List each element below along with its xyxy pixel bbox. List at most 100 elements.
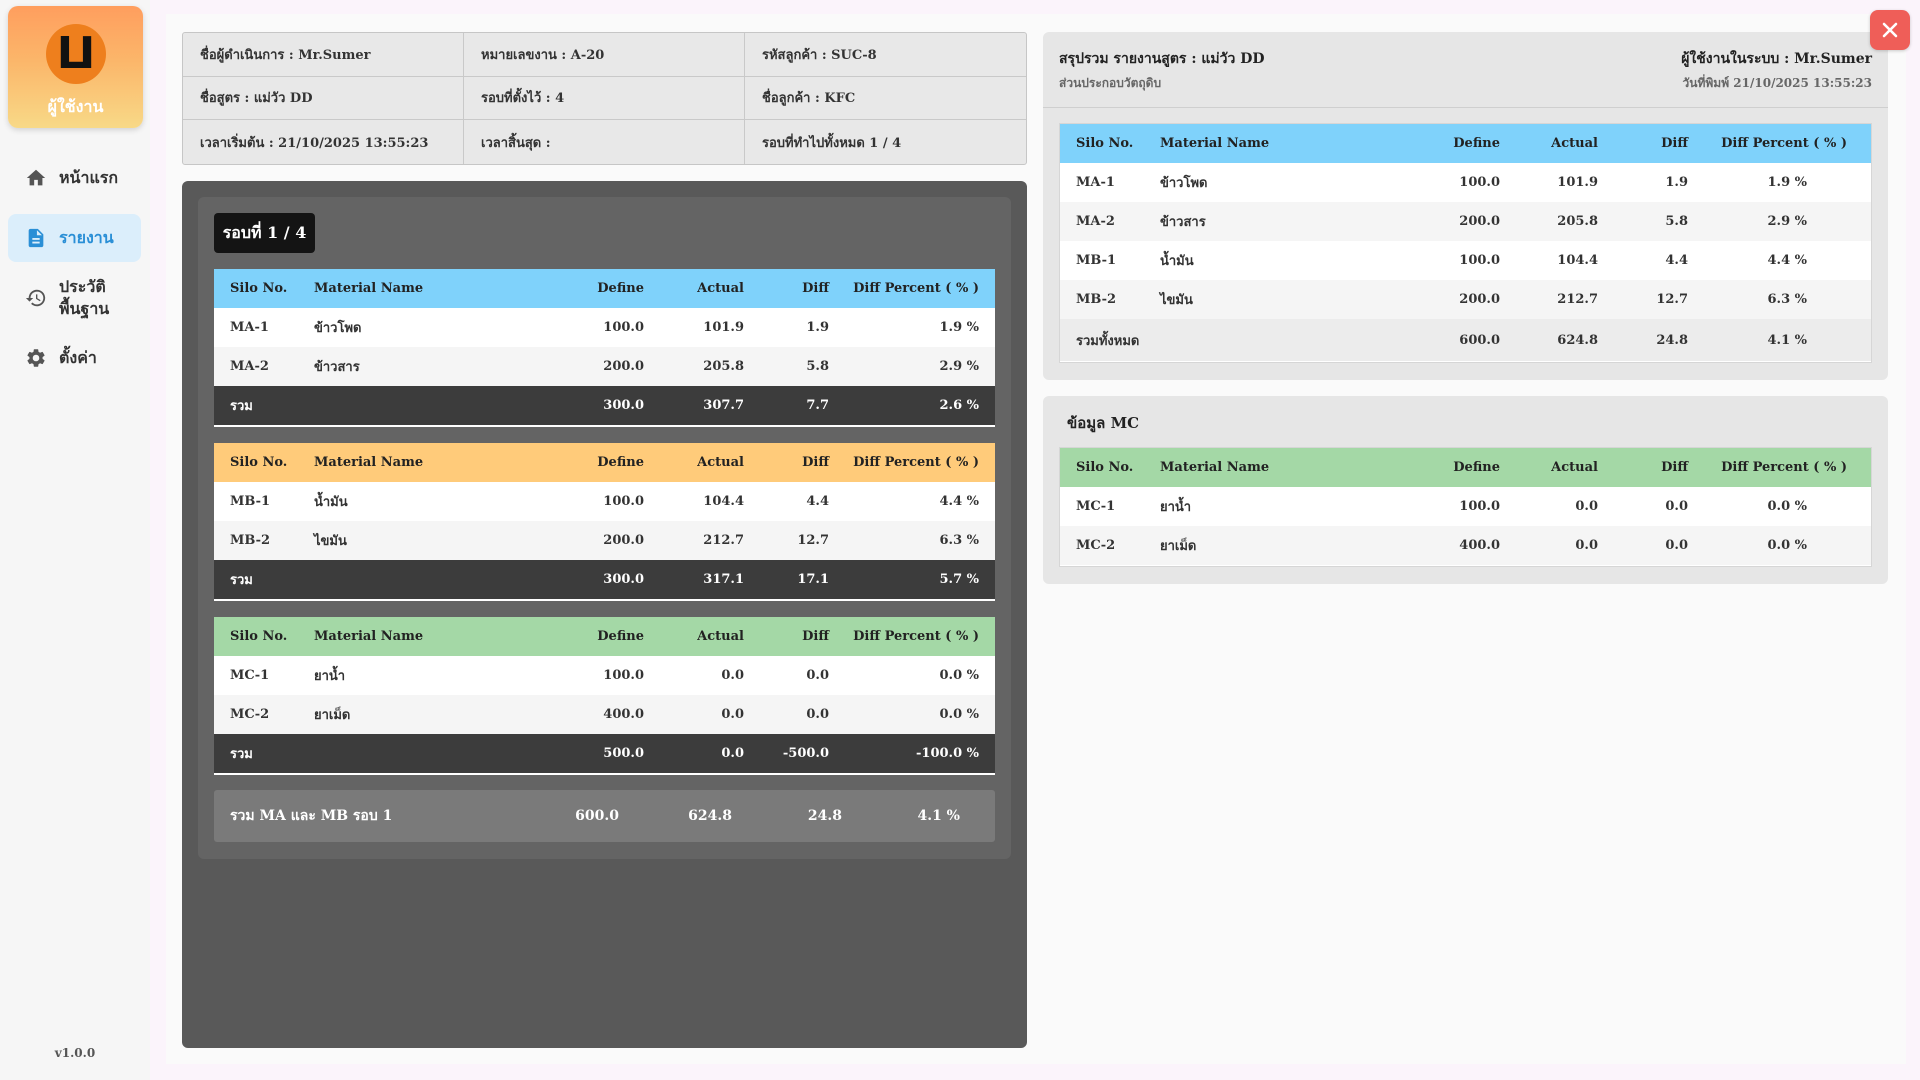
recipe-field: ชื่อสูตร : แม่วัว DD — [183, 76, 464, 121]
cell-material: น้ำมัน — [1160, 254, 1194, 269]
col-actual: Actual — [697, 629, 744, 644]
cell-diff-percent: 0.0 % — [1767, 499, 1808, 514]
table-row: MB-1 น้ำมัน 100.0 104.4 4.4 4.4 % — [1060, 241, 1871, 280]
cell-silo: MC-1 — [230, 668, 270, 683]
cell-define: 400.0 — [544, 695, 644, 734]
table-header: Silo No. Material Name Define Actual Dif… — [214, 617, 995, 656]
col-material: Material Name — [314, 629, 424, 644]
cell-actual: 101.9 — [703, 320, 744, 335]
mc-table: Silo No. Material Name Define Actual Dif… — [214, 617, 995, 775]
cell-silo: MA-1 — [1076, 175, 1115, 190]
cell-material: น้ำมัน — [314, 495, 348, 510]
total-label: รวม — [214, 386, 314, 425]
summary-title: สรุปรวม รายงานสูตร : แม่วัว DD — [1059, 51, 1265, 67]
col-define: Define — [597, 629, 644, 644]
total-diff-percent: 4.1 % — [1688, 319, 1871, 361]
cell-material: ไขมัน — [314, 521, 544, 560]
operator-field: ชื่อผู้ดำเนินการ : Mr.Sumer — [183, 33, 464, 77]
col-diff-percent: Diff Percent ( % ) — [1721, 136, 1847, 151]
sidebar-item-label: รายงาน — [59, 228, 114, 247]
sidebar-item-settings[interactable]: ตั้งค่า — [8, 334, 141, 382]
cell-diff-percent: 2.9 % — [1688, 202, 1871, 241]
sidebar-item-label: ตั้งค่า — [59, 348, 97, 367]
cell-material: ยาเม็ด — [1160, 526, 1400, 565]
gear-icon — [25, 347, 47, 369]
cell-define: 100.0 — [603, 668, 644, 683]
cell-define: 200.0 — [1400, 280, 1500, 319]
table-header: Silo No. Material Name Define Actual Dif… — [214, 269, 995, 308]
sidebar-item-history[interactable]: ประวัติพื้นฐาน — [8, 270, 141, 326]
cell-define: 200.0 — [544, 347, 644, 386]
col-define: Define — [597, 455, 644, 470]
total-define: 500.0 — [544, 734, 644, 773]
cell-material: ยาเม็ด — [314, 695, 544, 734]
close-button[interactable] — [1870, 10, 1910, 50]
cell-diff: 5.8 — [1598, 202, 1688, 241]
grand-total-label: รวม MA และ MB รอบ 1 — [230, 808, 393, 824]
end-time-field: เวลาสิ้นสุด : — [464, 120, 745, 164]
sidebar-item-home[interactable]: หน้าแรก — [8, 152, 141, 204]
table-row: MA-2 ข้าวสาร 200.0 205.8 5.8 2.9 % — [1060, 202, 1871, 241]
table-total-row: รวมทั้งหมด 600.0 624.8 24.8 4.1 % — [1060, 319, 1871, 361]
col-actual: Actual — [1551, 460, 1598, 475]
table-row: MC-1 ยาน้ำ 100.0 0.0 0.0 0.0 % — [1060, 487, 1871, 526]
total-label: รวม — [214, 734, 314, 773]
rounds-done-field: รอบที่ทำไปทั้งหมด 1 / 4 — [762, 135, 902, 151]
total-diff-percent: 5.7 % — [829, 560, 995, 599]
cell-define: 200.0 — [544, 521, 644, 560]
col-actual: Actual — [697, 455, 744, 470]
table-row: MB-2 ไขมัน 200.0 212.7 12.7 6.3 % — [1060, 280, 1871, 319]
summary-user: ผู้ใช้งานในระบบ : Mr.Sumer — [1681, 51, 1872, 67]
total-diff: 17.1 — [744, 560, 829, 599]
customer-name-field: ชื่อลูกค้า : KFC — [745, 77, 1026, 121]
start-time-field: เวลาเริ่มต้น : 21/10/2025 13:55:23 — [183, 120, 464, 164]
total-actual: 307.7 — [644, 386, 744, 425]
summary-table: Silo No. Material Name Define Actual Dif… — [1059, 123, 1872, 363]
cell-diff: 5.8 — [744, 347, 829, 386]
table-header: Silo No. Material Name Define Actual Dif… — [214, 443, 995, 482]
cell-material: ข้าวโพด — [314, 321, 362, 336]
table-row: MC-1 ยาน้ำ 100.0 0.0 0.0 0.0 % — [214, 656, 995, 695]
col-material: Material Name — [1160, 136, 1270, 151]
cell-material: ข้าวโพด — [1160, 176, 1208, 191]
cell-define: 100.0 — [1459, 253, 1500, 268]
total-diff-percent: 2.6 % — [829, 386, 995, 425]
col-diff: Diff — [802, 455, 829, 470]
cell-diff: 1.9 — [1665, 175, 1688, 190]
col-silo: Silo No. — [230, 629, 288, 644]
cell-silo: MC-2 — [214, 695, 314, 734]
col-actual: Actual — [1551, 136, 1598, 151]
divider — [1043, 107, 1888, 108]
col-actual: Actual — [697, 281, 744, 296]
cell-silo: MC-1 — [1076, 499, 1116, 514]
cell-diff: 4.4 — [806, 494, 829, 509]
col-silo: Silo No. — [230, 281, 288, 296]
cell-material: ข้าวสาร — [314, 347, 544, 386]
cell-diff: 0.0 — [806, 668, 829, 683]
table-header: Silo No. Material Name Define Actual Dif… — [1060, 448, 1871, 487]
job-number-field: หมายเลขงาน : A-20 — [464, 33, 745, 77]
cell-silo: MB-1 — [230, 494, 271, 509]
user-logo[interactable]: LI ผู้ใช้งาน — [8, 6, 143, 128]
sidebar-item-report[interactable]: รายงาน — [8, 214, 141, 262]
col-diff-percent: Diff Percent ( % ) — [1721, 460, 1847, 475]
cell-material: ยาน้ำ — [314, 669, 346, 684]
total-actual: 624.8 — [1500, 319, 1598, 361]
cell-diff-percent: 0.0 % — [939, 668, 980, 683]
total-define: 300.0 — [544, 560, 644, 599]
cell-diff: 0.0 — [1665, 499, 1688, 514]
cell-actual: 0.0 — [1500, 526, 1598, 565]
cell-diff-percent: 0.0 % — [1688, 526, 1871, 565]
cell-actual: 205.8 — [644, 347, 744, 386]
cell-diff-percent: 4.4 % — [1767, 253, 1808, 268]
table-row: MC-2 ยาเม็ด 400.0 0.0 0.0 0.0 % — [214, 695, 995, 734]
table-total-row: รวม 300.0 307.7 7.7 2.6 % — [214, 386, 995, 425]
col-diff-percent: Diff Percent ( % ) — [853, 629, 979, 644]
version-label: v1.0.0 — [54, 1046, 96, 1060]
col-diff-percent: Diff Percent ( % ) — [853, 281, 979, 296]
cell-diff-percent: 2.9 % — [829, 347, 995, 386]
total-label: รวมทั้งหมด — [1060, 319, 1160, 361]
cell-diff-percent: 1.9 % — [1767, 175, 1808, 190]
col-diff: Diff — [802, 281, 829, 296]
summary-date: วันที่พิมพ์ 21/10/2025 13:55:23 — [1682, 76, 1872, 90]
